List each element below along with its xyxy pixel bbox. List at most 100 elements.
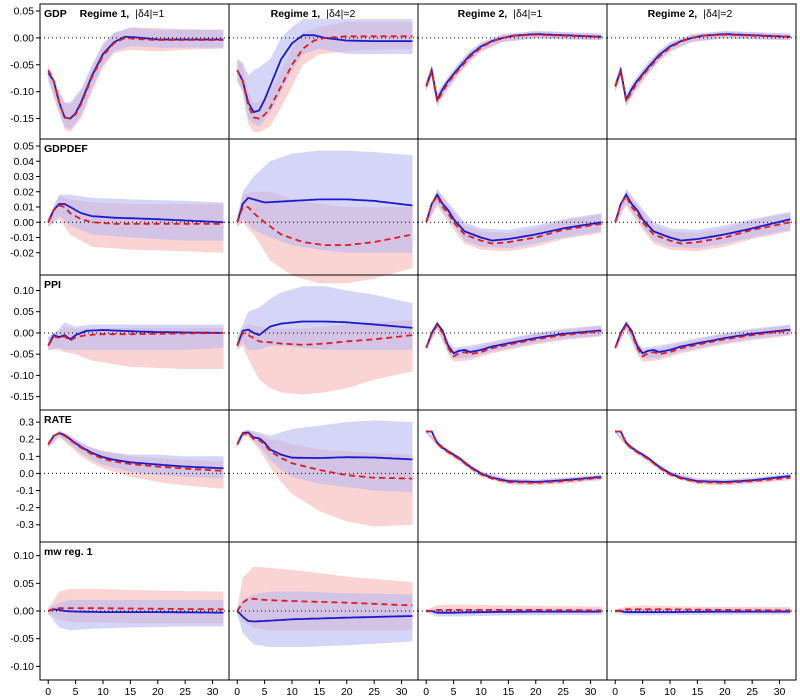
x-tick-label: 15 <box>692 686 704 698</box>
row-label: PPI <box>44 279 61 291</box>
red-response-line <box>426 430 602 484</box>
blue-response-line <box>236 320 413 347</box>
x-tick-label: 20 <box>530 686 542 698</box>
blue-confidence-band <box>48 599 224 631</box>
x-tick-label: 0 <box>612 686 618 698</box>
y-tick-label: 0.00 <box>14 217 35 229</box>
y-tick-label: 0.00 <box>14 606 35 618</box>
column-title-delta: |δ4|=2 <box>703 8 732 20</box>
y-tick-label: -0.05 <box>10 59 34 71</box>
column-title: Regime 1, |δ4|=1 <box>80 8 165 20</box>
panel-frame <box>606 409 797 543</box>
row-label: RATE <box>44 414 72 426</box>
x-tick-label: 10 <box>97 686 109 698</box>
y-tick-label: -0.01 <box>10 232 34 244</box>
x-tick-label: 25 <box>557 686 569 698</box>
red-response-line <box>47 36 224 120</box>
blue-response-line <box>614 321 791 355</box>
blue-confidence-band <box>426 30 602 106</box>
column-title: Regime 2, |δ4|=1 <box>458 8 543 20</box>
blue-confidence-band <box>615 429 791 485</box>
red-response-line <box>236 35 413 120</box>
column-title-regime: Regime 1, <box>271 8 321 20</box>
blue-confidence-band <box>615 30 791 106</box>
y-tick-label: -0.3 <box>16 519 34 531</box>
x-tick-label: 15 <box>314 686 326 698</box>
y-tick-label: -0.10 <box>10 370 34 382</box>
blue-confidence-band <box>426 320 602 359</box>
blue-confidence-band <box>615 320 791 359</box>
blue-response-line <box>236 431 413 461</box>
blue-confidence-band <box>237 19 413 127</box>
row-label: GDPDEF <box>44 143 88 155</box>
y-tick-label: -0.15 <box>10 113 34 125</box>
x-tick-label: 5 <box>451 686 457 698</box>
red-confidence-band <box>426 31 602 107</box>
x-tick-label: 20 <box>152 686 164 698</box>
x-tick-label: 0 <box>234 686 240 698</box>
blue-confidence-band <box>237 286 413 350</box>
x-tick-label: 15 <box>125 686 137 698</box>
y-tick-label: -0.10 <box>10 86 34 98</box>
panel-frame <box>417 3 608 140</box>
blue-response-line <box>47 432 224 470</box>
x-tick-label: 20 <box>719 686 731 698</box>
x-tick-label: 5 <box>262 686 268 698</box>
red-response-line <box>614 323 791 358</box>
red-response-line <box>236 206 413 246</box>
column-title-delta: |δ4|=1 <box>135 8 164 20</box>
red-response-line <box>425 323 602 358</box>
x-tick-label: 10 <box>286 686 298 698</box>
red-response-line <box>47 204 224 225</box>
blue-confidence-band <box>48 322 224 350</box>
panel-frame <box>606 3 797 140</box>
red-response-line <box>425 194 602 245</box>
x-tick-label: 30 <box>585 686 597 698</box>
red-response-line <box>47 432 224 472</box>
red-response-line <box>614 194 791 245</box>
column-title: Regime 2, |δ4|=2 <box>648 8 733 20</box>
blue-confidence-band <box>48 28 224 130</box>
y-tick-label: 0.01 <box>14 202 35 214</box>
x-tick-label: 0 <box>45 686 51 698</box>
x-tick-label: 5 <box>73 686 79 698</box>
y-tick-label: -0.10 <box>10 661 34 673</box>
x-tick-label: 25 <box>368 686 380 698</box>
column-title: Regime 1, |δ4|=2 <box>271 8 356 20</box>
red-response-line <box>236 597 413 612</box>
y-tick-label: 0.0 <box>19 468 34 480</box>
y-tick-label: 0.02 <box>14 186 35 198</box>
blue-response-line <box>425 193 602 242</box>
row-label: GDP <box>44 8 67 20</box>
column-title-delta: |δ4|=2 <box>326 8 355 20</box>
y-tick-label: -0.2 <box>16 502 34 514</box>
x-tick-label: 5 <box>640 686 646 698</box>
y-tick-label: -0.15 <box>10 391 34 403</box>
blue-response-line <box>425 321 602 355</box>
blue-response-line <box>615 610 791 613</box>
y-tick-label: 0.05 <box>14 141 35 153</box>
x-tick-label: 10 <box>475 686 487 698</box>
blue-response-line <box>614 33 791 103</box>
y-tick-label: 0.05 <box>14 578 35 590</box>
column-title-regime: Regime 1, <box>80 8 130 20</box>
y-tick-label: 0.03 <box>14 171 35 183</box>
red-confidence-band <box>615 31 791 107</box>
blue-response-line <box>425 33 602 103</box>
y-tick-label: -0.1 <box>16 485 34 497</box>
blue-confidence-band <box>237 420 413 493</box>
blue-response-line <box>236 610 413 623</box>
blue-confidence-band <box>237 591 413 647</box>
x-tick-label: 30 <box>774 686 786 698</box>
blue-response-line <box>47 203 224 224</box>
row-label: mw reg. 1 <box>44 546 93 558</box>
y-tick-label: 0.04 <box>14 156 35 168</box>
column-title-regime: Regime 2, <box>648 8 698 20</box>
y-tick-label: 0.05 <box>14 6 35 18</box>
blue-response-line <box>614 193 791 242</box>
x-tick-label: 25 <box>179 686 191 698</box>
column-title-regime: Regime 2, <box>458 8 508 20</box>
panel-frame <box>606 541 797 681</box>
y-tick-label: 0.10 <box>14 550 35 562</box>
